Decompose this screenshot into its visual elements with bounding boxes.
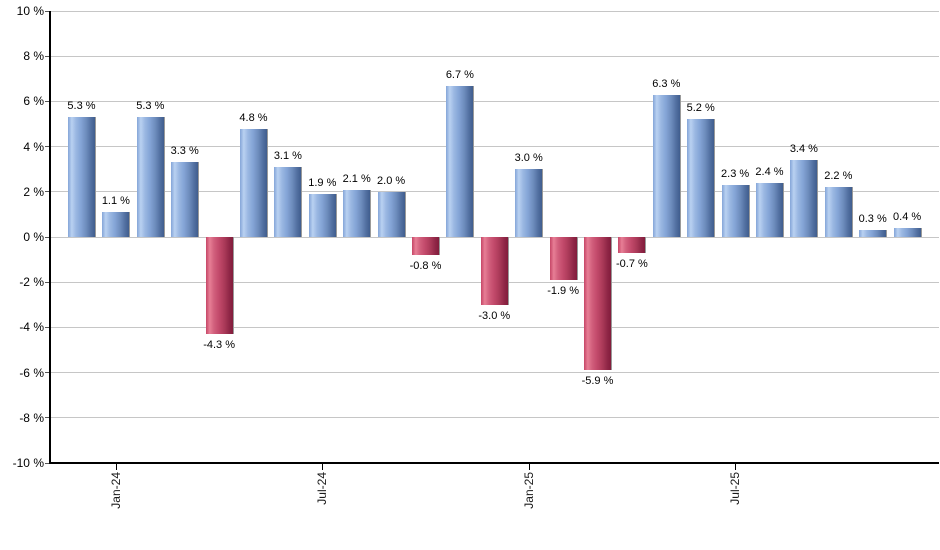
bar-Sep-24 [377,191,406,237]
x-axis-tick [322,463,324,470]
bar-value-label: 1.9 % [308,177,337,190]
y-gridline [50,10,939,12]
bar-value-label: 2.3 % [721,168,750,181]
bar-May-24 [240,128,268,237]
bar-May-25 [652,94,681,237]
y-gridline [50,100,939,102]
bar-value-label: 3.0 % [514,152,543,165]
bar-value-label: -5.9 % [581,375,614,388]
bar-Feb-25 [549,237,578,280]
bar-value-label: 6.7 % [445,68,474,81]
bar-value-label: 5.3 % [67,100,96,113]
bar-Sep-25 [790,160,819,237]
bar-value-label: 5.3 % [136,100,165,113]
y-gridline [50,326,939,328]
y-axis-tick [45,10,50,12]
x-axis-line [49,462,939,464]
bar-Jun-25 [687,119,716,237]
y-axis-tick [45,326,50,328]
bar-Mar-24 [171,162,200,237]
bar-value-label: -3.0 % [478,309,511,322]
bar-Oct-24 [412,237,440,256]
y-axis-line [49,11,51,463]
y-axis-tick [45,281,50,283]
bar-Jan-25 [515,169,544,237]
bar-value-label: 2.2 % [824,170,853,183]
x-axis-tick [115,463,117,470]
y-gridline [50,146,939,148]
y-axis-tick-label: 10 % [16,4,44,18]
y-axis-tick [45,191,50,193]
y-axis-tick [45,236,50,238]
bar-Dec-25 [893,227,922,237]
bar-Oct-25 [824,187,853,237]
bar-value-label: 4.8 % [239,111,268,124]
x-axis-tick [528,463,530,470]
y-gridline [50,191,939,193]
y-axis-tick-label: -4 % [19,320,44,335]
y-axis-tick [45,55,50,57]
y-axis-tick-label: 8 % [23,49,44,64]
bar-value-label: 5.2 % [686,102,715,115]
x-axis-tick [735,463,737,470]
bar-Jul-24 [308,194,337,237]
bar-Aug-25 [756,182,784,237]
bar-value-label: 0.3 % [858,213,887,226]
y-axis-tick-label: -8 % [19,410,44,425]
y-axis-tick-label: -10 % [12,456,44,470]
x-axis-tick-label: Jul-25 [728,472,743,505]
bar-value-label: 3.4 % [789,143,818,156]
y-axis-tick [45,146,50,148]
bar-value-label: -0.8 % [409,260,442,273]
bar-value-label: 0.4 % [893,210,922,223]
y-axis-tick-label: 4 % [23,139,44,154]
y-axis-tick-label: 6 % [23,94,44,109]
y-gridline [50,372,939,374]
bar-value-label: 3.3 % [170,145,199,158]
x-axis-tick-label: Jan-24 [108,472,123,509]
y-axis-tick [45,462,50,464]
y-axis-tick [45,100,50,102]
bar-Mar-25 [584,237,612,371]
bar-Feb-24 [136,117,165,237]
bar-value-label: 2.0 % [377,174,406,187]
bar-Jan-24 [102,212,131,237]
bar-Jun-24 [274,166,303,237]
y-axis-tick-label: 2 % [23,184,44,199]
bar-Aug-24 [343,189,372,237]
bar-value-label: 1.1 % [101,195,130,208]
y-axis-tick [45,372,50,374]
bar-Apr-25 [618,237,647,253]
y-gridline [50,55,939,57]
bar-value-label: 3.1 % [273,149,302,162]
bar-Dec-23 [68,117,96,237]
y-axis-tick-label: -2 % [19,275,44,290]
bar-Nov-25 [859,230,888,237]
y-axis-tick-label: -6 % [19,365,44,380]
bar-value-label: 2.4 % [755,165,784,178]
bar-value-label: 6.3 % [652,77,681,90]
bar-Nov-24 [446,85,475,237]
bar-Jul-25 [721,185,750,237]
bar-value-label: -4.3 % [203,339,235,352]
bar-value-label: 2.1 % [342,172,371,185]
y-axis-tick [45,417,50,419]
bar-Dec-24 [480,237,509,305]
bar-value-label: -1.9 % [547,284,579,297]
bar-Apr-24 [205,237,234,335]
x-axis-tick-label: Jan-25 [521,472,536,509]
x-axis-tick-label: Jul-24 [315,472,330,505]
bar-value-label: -0.7 % [615,257,648,270]
y-gridline [50,417,939,419]
y-axis-tick-label: 0 % [23,230,44,244]
